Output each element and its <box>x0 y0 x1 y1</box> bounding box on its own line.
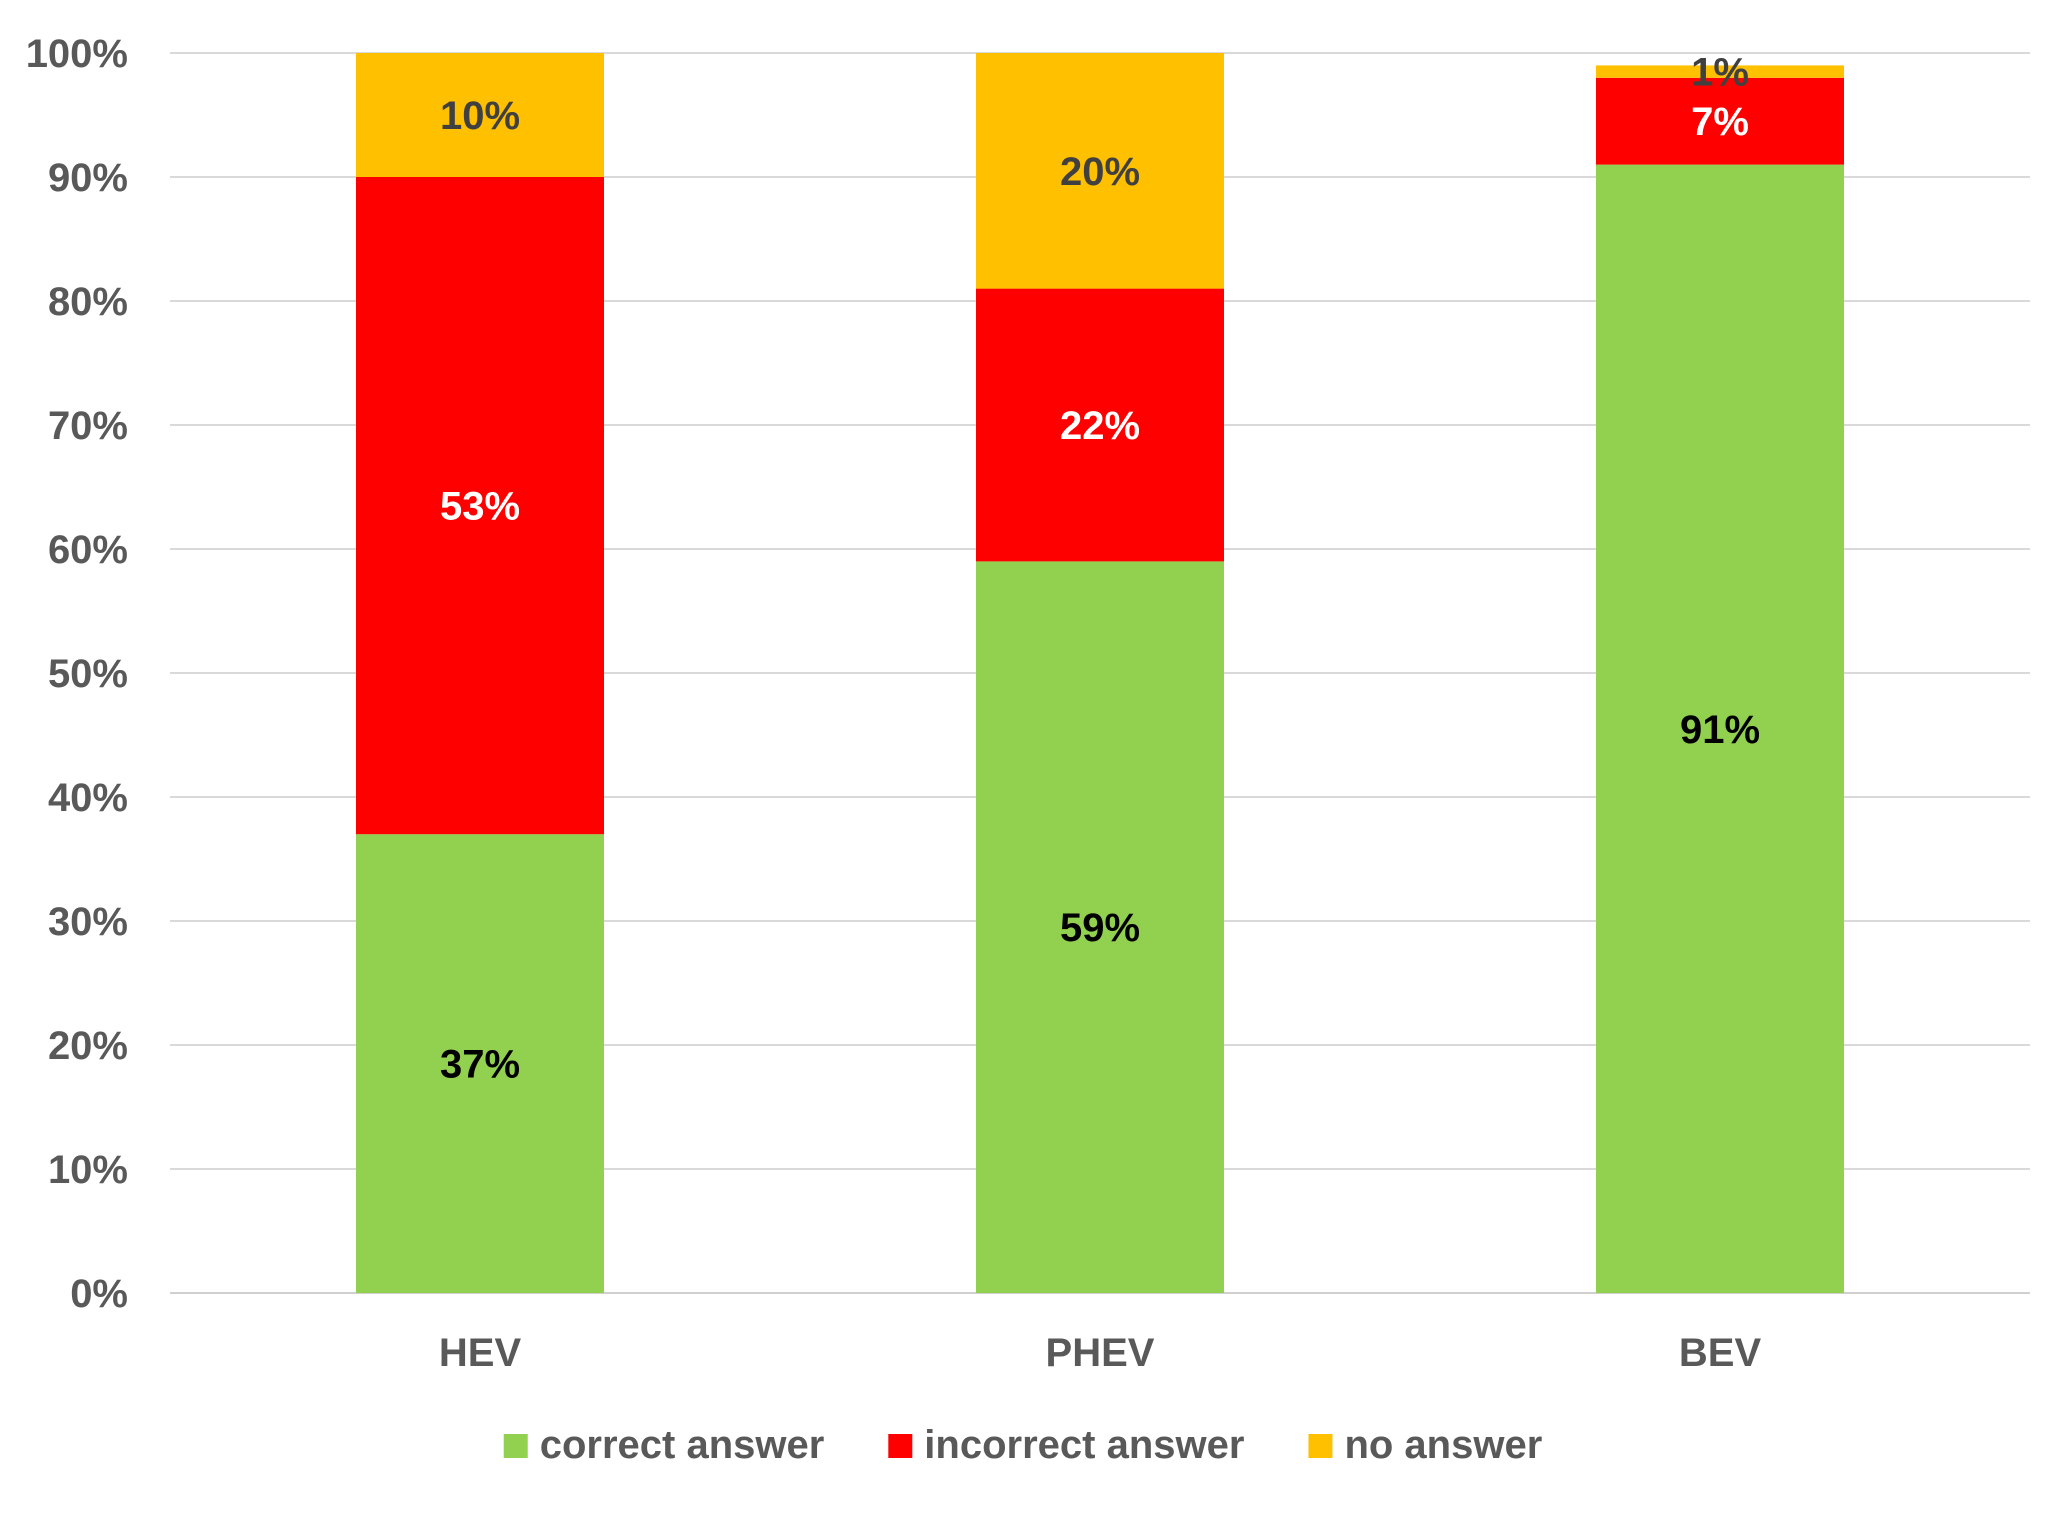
y-tick-label: 40% <box>48 776 128 820</box>
data-labels: 37% 53% 10% 59% 22% 20% 91% 7% 1% <box>440 51 1760 1087</box>
y-tick-label: 20% <box>48 1024 128 1068</box>
legend-label: no answer <box>1344 1423 1542 1467</box>
y-tick-label: 60% <box>48 528 128 572</box>
data-label: 22% <box>1060 404 1140 448</box>
y-tick-label: 10% <box>48 1148 128 1192</box>
bars <box>356 53 1844 1294</box>
data-label: 7% <box>1691 100 1749 144</box>
bar-segment-phev-incorrect-answer <box>976 288 1224 562</box>
y-tick-label: 70% <box>48 404 128 448</box>
bar-segment-hev-no-answer <box>356 53 604 177</box>
bar-segment-bev-incorrect-answer <box>1596 77 1844 165</box>
bar-segment-phev-correct-answer <box>976 561 1224 1293</box>
data-label: 10% <box>440 94 520 138</box>
data-label: 20% <box>1060 150 1140 194</box>
legend-swatch-correct-answer <box>503 1434 528 1458</box>
x-tick-label: PHEV <box>1046 1331 1155 1375</box>
axes: 0% 10% 20% 30% 40% 50% 60% 70% 80% 90% 100% HEV PHEV… <box>26 32 1762 1375</box>
y-tick-label: 100% <box>26 32 128 76</box>
bar-segment-bev-correct-answer <box>1596 164 1844 1294</box>
data-label: 53% <box>440 485 520 529</box>
bar-segment-phev-no-answer <box>976 53 1224 289</box>
legend-label: incorrect answer <box>924 1423 1244 1467</box>
data-label: 37% <box>440 1043 520 1087</box>
legend: correct answer incorrect answer no answer <box>503 1423 1542 1467</box>
legend-swatch-incorrect-answer <box>888 1434 913 1458</box>
data-label: 91% <box>1680 708 1760 752</box>
legend-swatch-no-answer <box>1308 1434 1333 1458</box>
data-label: 1% <box>1691 51 1749 95</box>
y-tick-label: 50% <box>48 652 128 696</box>
bar-segment-bev-no-answer <box>1596 65 1844 78</box>
bar-segment-hev-incorrect-answer <box>356 177 604 835</box>
y-tick-label: 90% <box>48 156 128 200</box>
x-tick-label: BEV <box>1679 1331 1762 1375</box>
y-tick-label: 0% <box>70 1272 128 1316</box>
bar-segment-hev-correct-answer <box>356 834 604 1293</box>
x-tick-label: HEV <box>439 1331 522 1375</box>
y-tick-label: 80% <box>48 280 128 324</box>
data-label: 59% <box>1060 906 1140 950</box>
legend-label: correct answer <box>540 1423 825 1467</box>
y-tick-label: 30% <box>48 900 128 944</box>
